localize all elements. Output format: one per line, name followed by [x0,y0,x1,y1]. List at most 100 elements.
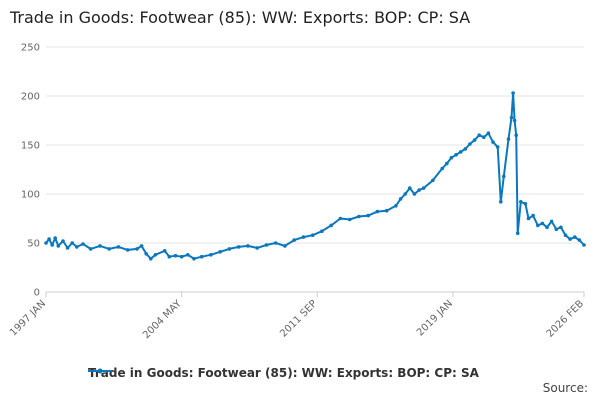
data-point [173,253,178,258]
data-point [519,200,523,204]
data-point [491,140,495,144]
data-point [236,245,241,249]
legend[interactable]: Trade in Goods: Footwear (85): WW: Expor… [88,366,479,380]
x-tick-label: 1997 JAN [8,298,48,338]
y-tick-label: 200 [21,92,40,103]
y-tick-label: 100 [21,190,40,201]
data-point [512,118,517,123]
data-point [98,244,102,248]
data-point [179,254,184,259]
data-point [495,145,500,149]
x-tick-label: 2004 MAY [141,298,184,341]
data-point [431,178,435,183]
data-point [540,221,545,226]
data-point [56,244,61,248]
data-point [486,131,491,135]
grid-lines [46,46,584,293]
data-point [559,225,563,230]
data-point [125,248,130,252]
data-point [523,202,528,206]
data-point [454,153,458,157]
legend-label: Trade in Goods: Footwear (85): WW: Expor… [88,366,479,380]
data-point [53,236,57,240]
data-point [573,235,577,239]
data-point [577,238,582,242]
data-point [61,239,65,243]
data-point [218,250,222,254]
data-point [310,233,315,237]
data-point [292,238,297,242]
data-point [255,246,259,250]
data-point [472,138,477,142]
data-point [445,161,449,166]
series-layer [44,91,586,261]
data-point [70,241,74,245]
data-point [582,243,586,247]
data-point [47,237,51,241]
source-label: Source: [542,381,588,395]
data-point [526,216,531,221]
data-point [545,225,549,230]
data-point [421,186,426,190]
data-point [563,233,568,237]
data-point [162,249,167,253]
data-point [116,245,121,249]
data-point [515,231,520,235]
data-point [227,247,232,251]
data-point [531,213,535,218]
data-point [502,174,506,179]
data-point [44,241,48,245]
data-point [264,243,269,247]
data-point [463,147,468,151]
data-point [153,253,158,257]
y-tick-label: 50 [27,239,40,250]
data-point [283,244,287,248]
x-axis: 1997 JAN 2004 MAY 2011 SEP 2019 JAN 2026 FEB [8,292,586,341]
data-point [482,135,486,139]
data-point [139,244,144,248]
data-point [186,253,190,257]
data-point [568,237,572,241]
data-point [88,247,93,251]
data-point [417,188,421,192]
data-point [144,252,148,256]
data-point [403,192,408,196]
data-point [440,166,445,171]
data-point [398,197,403,201]
legend-line-icon [88,368,112,374]
data-point [514,133,518,137]
data-point [357,214,361,219]
data-point [477,133,482,137]
x-tick-label: 2011 SEP [278,298,319,339]
data-point [549,219,554,224]
data-point [468,142,472,146]
data-point [301,235,306,239]
y-tick-label: 150 [21,141,40,152]
data-point [511,91,515,95]
data-point [199,254,204,259]
data-point [394,204,398,208]
data-point [408,186,412,190]
data-point [149,256,153,261]
data-point [320,229,324,233]
y-axis: 0 50 100 150 200 250 [21,43,40,299]
data-point [273,241,278,245]
data-point [509,115,514,120]
data-point [412,192,417,196]
x-tick-label: 2026 FEB [545,298,587,340]
data-point [347,217,352,222]
data-point [246,244,250,248]
data-point [167,254,172,259]
y-tick-label: 250 [21,43,40,54]
data-point [458,150,463,154]
data-point [209,253,213,257]
data-point [554,227,559,232]
data-point [536,223,540,228]
data-point [192,256,196,261]
data-point [384,208,389,213]
data-point [499,200,503,204]
data-point [81,242,85,246]
data-point [65,246,70,250]
data-point [506,137,511,141]
line-chart: 0 50 100 150 200 250 1997 JAN 2004 MAY 2011 SEP… [8,43,586,342]
